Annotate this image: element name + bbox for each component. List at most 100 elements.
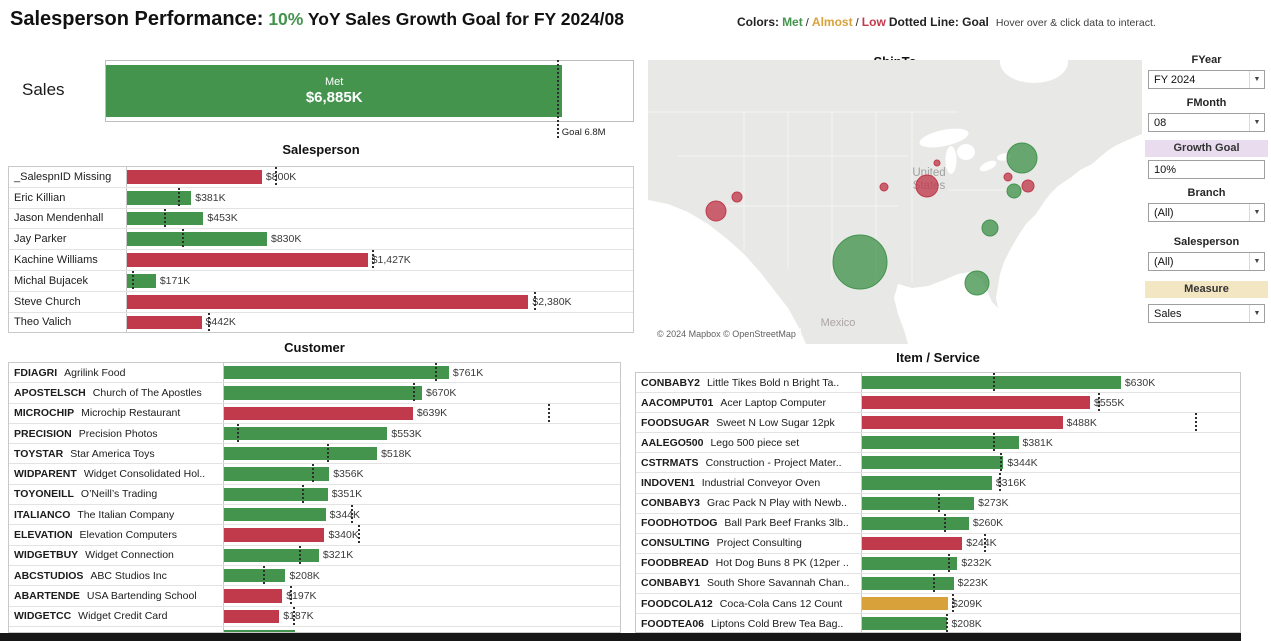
bar[interactable] [224, 426, 388, 441]
branch-dropdown[interactable]: (All) ▼ [1148, 203, 1265, 222]
bar[interactable] [862, 436, 1019, 450]
chart-row[interactable]: ABARTENDE USA Bartending School $197K [9, 586, 620, 607]
bar[interactable] [224, 487, 328, 502]
row-label[interactable]: CONBABY3 Grac Pack N Play with Newb.. [636, 493, 862, 513]
row-label[interactable]: Jason Mendenhall [9, 208, 127, 229]
bar[interactable] [862, 456, 1004, 470]
row-label[interactable]: AACOMPUT01 Acer Laptop Computer [636, 393, 862, 413]
row-label[interactable]: FDIAGRI Agrilink Food [9, 363, 224, 383]
map-bubble[interactable] [705, 200, 727, 222]
chart-row[interactable]: MICROCHIP Microchip Restaurant $639K [9, 403, 620, 424]
row-label[interactable]: PRECISION Precision Photos [9, 423, 224, 444]
row-label[interactable]: CONBABY1 South Shore Savannah Chan.. [636, 573, 862, 594]
chart-row[interactable]: Michal Bujacek $171K [9, 270, 633, 292]
fyear-dropdown[interactable]: FY 2024 ▼ [1148, 70, 1265, 89]
bar[interactable] [127, 232, 267, 247]
map-bubble[interactable] [1021, 179, 1035, 193]
row-label[interactable]: CONBABY2 Little Tikes Bold n Bright Ta.. [636, 373, 862, 393]
chevron-down-icon[interactable]: ▼ [1249, 305, 1264, 322]
bar[interactable] [224, 548, 319, 562]
row-label[interactable]: ITALIANCO The Italian Company [9, 505, 224, 525]
row-label[interactable]: ABARTENDE USA Bartending School [9, 586, 224, 606]
chart-row[interactable]: Kachine Williams $1,427K [9, 250, 633, 271]
salesperson-dropdown[interactable]: (All) ▼ [1148, 252, 1265, 271]
bar[interactable] [224, 629, 295, 632]
row-label[interactable]: WIDPARENT Widget Consolidated Hol.. [9, 464, 224, 484]
map-bubble[interactable] [981, 219, 999, 237]
row-label[interactable]: Theo Valich [9, 312, 127, 332]
chart-row[interactable]: Eric Killian $381K [9, 187, 633, 209]
chart-row[interactable]: TOYSTAR Star America Toys $518K [9, 444, 620, 465]
row-label[interactable]: ABCSTUDIOS ABC Studios Inc [9, 565, 224, 586]
row-label[interactable]: Jay Parker [9, 229, 127, 250]
chart-row[interactable]: FOODCOLA12 Coca-Cola Cans 12 Count $209K [636, 594, 1240, 615]
row-label[interactable]: FOODSUGAR Sweet N Low Sugar 12pk [636, 413, 862, 433]
chart-row[interactable]: CSTRMATS Construction - Project Mater.. $3… [636, 453, 1240, 474]
map-bubble[interactable] [1003, 172, 1013, 182]
row-label[interactable]: ELEVATION Elevation Computers [9, 525, 224, 545]
bar[interactable] [862, 416, 1063, 430]
bar[interactable] [224, 508, 326, 522]
bar[interactable] [224, 609, 280, 623]
chevron-down-icon[interactable]: ▼ [1249, 71, 1264, 88]
bar[interactable] [127, 190, 192, 205]
bar[interactable] [224, 467, 330, 481]
row-label[interactable]: CSTRMATS Construction - Project Mater.. [636, 453, 862, 473]
map-bubble[interactable] [832, 234, 888, 290]
map-bubble[interactable] [915, 174, 939, 198]
bar[interactable] [862, 476, 992, 490]
bar[interactable] [862, 597, 948, 611]
chart-row[interactable]: Jay Parker $830K [9, 229, 633, 251]
map-bubble[interactable] [933, 159, 941, 167]
bar[interactable] [862, 516, 969, 530]
measure-dropdown[interactable]: Sales ▼ [1148, 304, 1265, 323]
chart-row[interactable]: APOSTELSCH Church of The Apostles $670K [9, 383, 620, 404]
chart-row[interactable]: ITALIANCO The Italian Company $344K [9, 505, 620, 526]
map-bubble[interactable] [879, 182, 889, 192]
row-label[interactable]: WIDGETBUY Widget Connection [9, 545, 224, 565]
bar[interactable] [224, 589, 283, 603]
bar[interactable] [127, 273, 156, 288]
chevron-down-icon[interactable]: ▼ [1249, 253, 1264, 270]
chart-row[interactable]: WIDGETCC Widget Credit Card $187K [9, 606, 620, 627]
row-label[interactable]: Michal Bujacek [9, 270, 127, 291]
bar[interactable] [862, 556, 958, 570]
chart-row[interactable]: TOYONEILL O’Neill’s Trading $351K [9, 484, 620, 506]
chart-row[interactable]: CONBABY2 Little Tikes Bold n Bright Ta.. $… [636, 373, 1240, 394]
chart-row[interactable]: CONBABY1 South Shore Savannah Chan.. $223K [636, 573, 1240, 595]
chart-row[interactable]: CONBABY3 Grac Pack N Play with Newb.. $273… [636, 493, 1240, 514]
bar[interactable] [224, 568, 286, 583]
bar[interactable] [862, 617, 948, 631]
map-bubble[interactable] [1006, 142, 1038, 174]
map-bubble[interactable] [1006, 183, 1022, 199]
row-label[interactable]: FOODTEA06 Liptons Cold Brew Tea Bag.. [636, 614, 862, 632]
map-attribution[interactable]: © 2024 Mapbox © OpenStreetMap [652, 328, 801, 340]
chart-row[interactable]: FOODBREAD Hot Dog Buns 8 PK (12per .. $232… [636, 553, 1240, 574]
chart-row[interactable]: FOODTEA06 Liptons Cold Brew Tea Bag.. $208… [636, 614, 1240, 632]
chevron-down-icon[interactable]: ▼ [1249, 204, 1264, 221]
row-label[interactable]: Kachine Williams [9, 250, 127, 270]
chart-row[interactable]: ELEVATION Elevation Computers $340K [9, 525, 620, 546]
row-label[interactable]: FOODBREAD Hot Dog Buns 8 PK (12per .. [636, 553, 862, 573]
bar[interactable] [127, 253, 368, 267]
row-label[interactable]: MICROCHIP Microchip Restaurant [9, 403, 224, 423]
bar[interactable] [224, 366, 449, 380]
row-label[interactable]: TOYSTAR Star America Toys [9, 444, 224, 464]
chart-row[interactable]: CONSULTING Project Consulting $244K [636, 533, 1240, 554]
bar[interactable] [127, 170, 262, 184]
row-label[interactable] [9, 626, 224, 632]
chart-row[interactable]: Steve Church $2,380K [9, 291, 633, 313]
row-label[interactable]: WIDGETCC Widget Credit Card [9, 606, 224, 626]
chart-row[interactable]: ABCSTUDIOS ABC Studios Inc $208K [9, 565, 620, 587]
bar[interactable] [224, 406, 413, 420]
us-map[interactable]: United States Mexico [648, 60, 1142, 344]
chart-row[interactable]: AACOMPUT01 Acer Laptop Computer $555K [636, 393, 1240, 414]
chart-row[interactable]: _SalespnID Missing $800K [9, 167, 633, 188]
row-label[interactable]: FOODCOLA12 Coca-Cola Cans 12 Count [636, 594, 862, 614]
chart-row[interactable]: WIDGETBUY Widget Connection $321K [9, 545, 620, 566]
row-label[interactable]: AALEGO500 Lego 500 piece set [636, 433, 862, 453]
bar[interactable] [127, 294, 529, 309]
chart-row[interactable]: INDOVEN1 Industrial Conveyor Oven $316K [636, 473, 1240, 494]
bar[interactable] [862, 576, 954, 591]
bar[interactable] [224, 528, 325, 542]
